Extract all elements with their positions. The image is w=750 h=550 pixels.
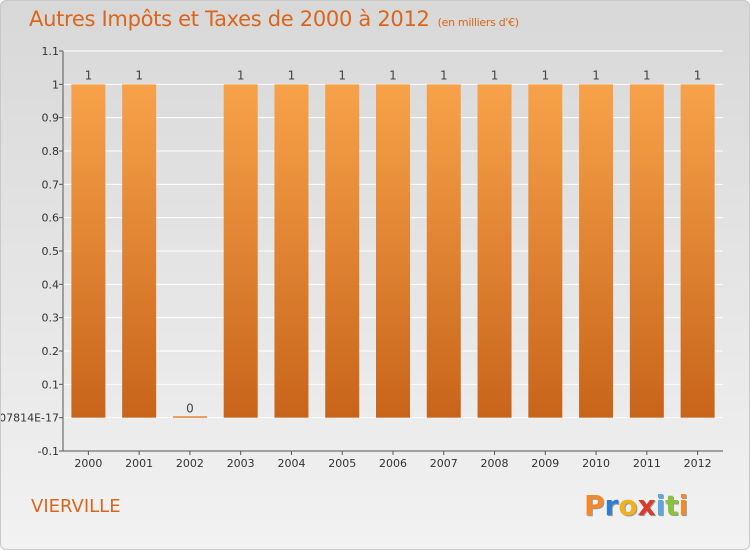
bar-value-label: 1: [592, 68, 600, 82]
brand-letter: r: [604, 489, 619, 522]
brand-letter: P: [584, 489, 605, 522]
brand-letter: o: [618, 489, 638, 522]
bar: [426, 84, 461, 418]
brand-logo: Proxiti: [584, 489, 688, 522]
bar-value-label: 1: [389, 68, 397, 82]
y-tick-label: 0.5: [42, 245, 60, 258]
x-tick-label: 2009: [531, 457, 559, 470]
bar: [629, 84, 664, 418]
brand-letter: i: [678, 489, 689, 522]
x-tick-label: 2000: [74, 457, 102, 470]
bar: [528, 84, 563, 418]
x-tick-label: 2005: [328, 457, 356, 470]
bar-value-label: 0: [186, 402, 194, 416]
bar: [579, 84, 614, 418]
x-tick-label: 2002: [176, 457, 204, 470]
bar: [172, 416, 207, 418]
bar: [71, 84, 106, 418]
location-label: VIERVILLE: [31, 496, 121, 517]
bar-value-label: 1: [338, 68, 346, 82]
y-tick-label: 0.4: [42, 278, 60, 291]
x-tick-label: 2008: [481, 457, 509, 470]
y-tick-label: 0.2: [42, 345, 60, 358]
bar-value-label: 1: [85, 68, 93, 82]
bar: [680, 84, 715, 418]
bar-value-label: 1: [541, 68, 549, 82]
x-tick-label: 2007: [430, 457, 458, 470]
y-tick-label: 0.8: [42, 145, 60, 158]
bar-value-label: 1: [288, 68, 296, 82]
bar-value-label: 1: [643, 68, 651, 82]
x-tick-label: 2003: [227, 457, 255, 470]
y-tick-label: 0.7: [42, 178, 60, 191]
x-tick-label: 2011: [633, 457, 661, 470]
x-tick-label: 2001: [125, 457, 153, 470]
brand-letter: i: [655, 489, 666, 522]
brand-letter: t: [665, 489, 679, 522]
bar: [274, 84, 309, 418]
bar: [477, 84, 512, 418]
y-tick-label: 1: [52, 78, 59, 91]
x-tick-label: 2006: [379, 457, 407, 470]
bar: [223, 84, 258, 418]
x-tick-label: 2010: [582, 457, 610, 470]
x-tick-label: 2012: [684, 457, 712, 470]
chart-unit-label: (en milliers d'€): [437, 16, 519, 29]
y-tick-label: 0.1: [42, 378, 60, 391]
chart-title: Autres Impôts et Taxes de 2000 à 2012 (en…: [29, 7, 519, 31]
bar: [325, 84, 360, 418]
brand-letter: x: [637, 489, 656, 522]
y-tick-label: 0.6: [42, 212, 60, 225]
bar: [376, 84, 410, 418]
y-tick-label: 1.1: [42, 45, 60, 58]
y-tick-label: 0.9: [42, 112, 60, 125]
bar-value-label: 1: [491, 68, 499, 82]
bar-value-label: 1: [694, 68, 702, 82]
bar-value-label: 1: [440, 68, 448, 82]
chart-title-text: Autres Impôts et Taxes de 2000 à 2012: [29, 7, 430, 31]
bar-value-label: 1: [237, 68, 245, 82]
bar: [122, 84, 157, 418]
y-tick-label: 1.3877787807814E-17: [1, 412, 59, 425]
bar-value-label: 1: [135, 68, 143, 82]
y-tick-label: 0.3: [42, 312, 60, 325]
y-tick-label: -0.1: [38, 445, 59, 458]
x-tick-label: 2004: [277, 457, 305, 470]
